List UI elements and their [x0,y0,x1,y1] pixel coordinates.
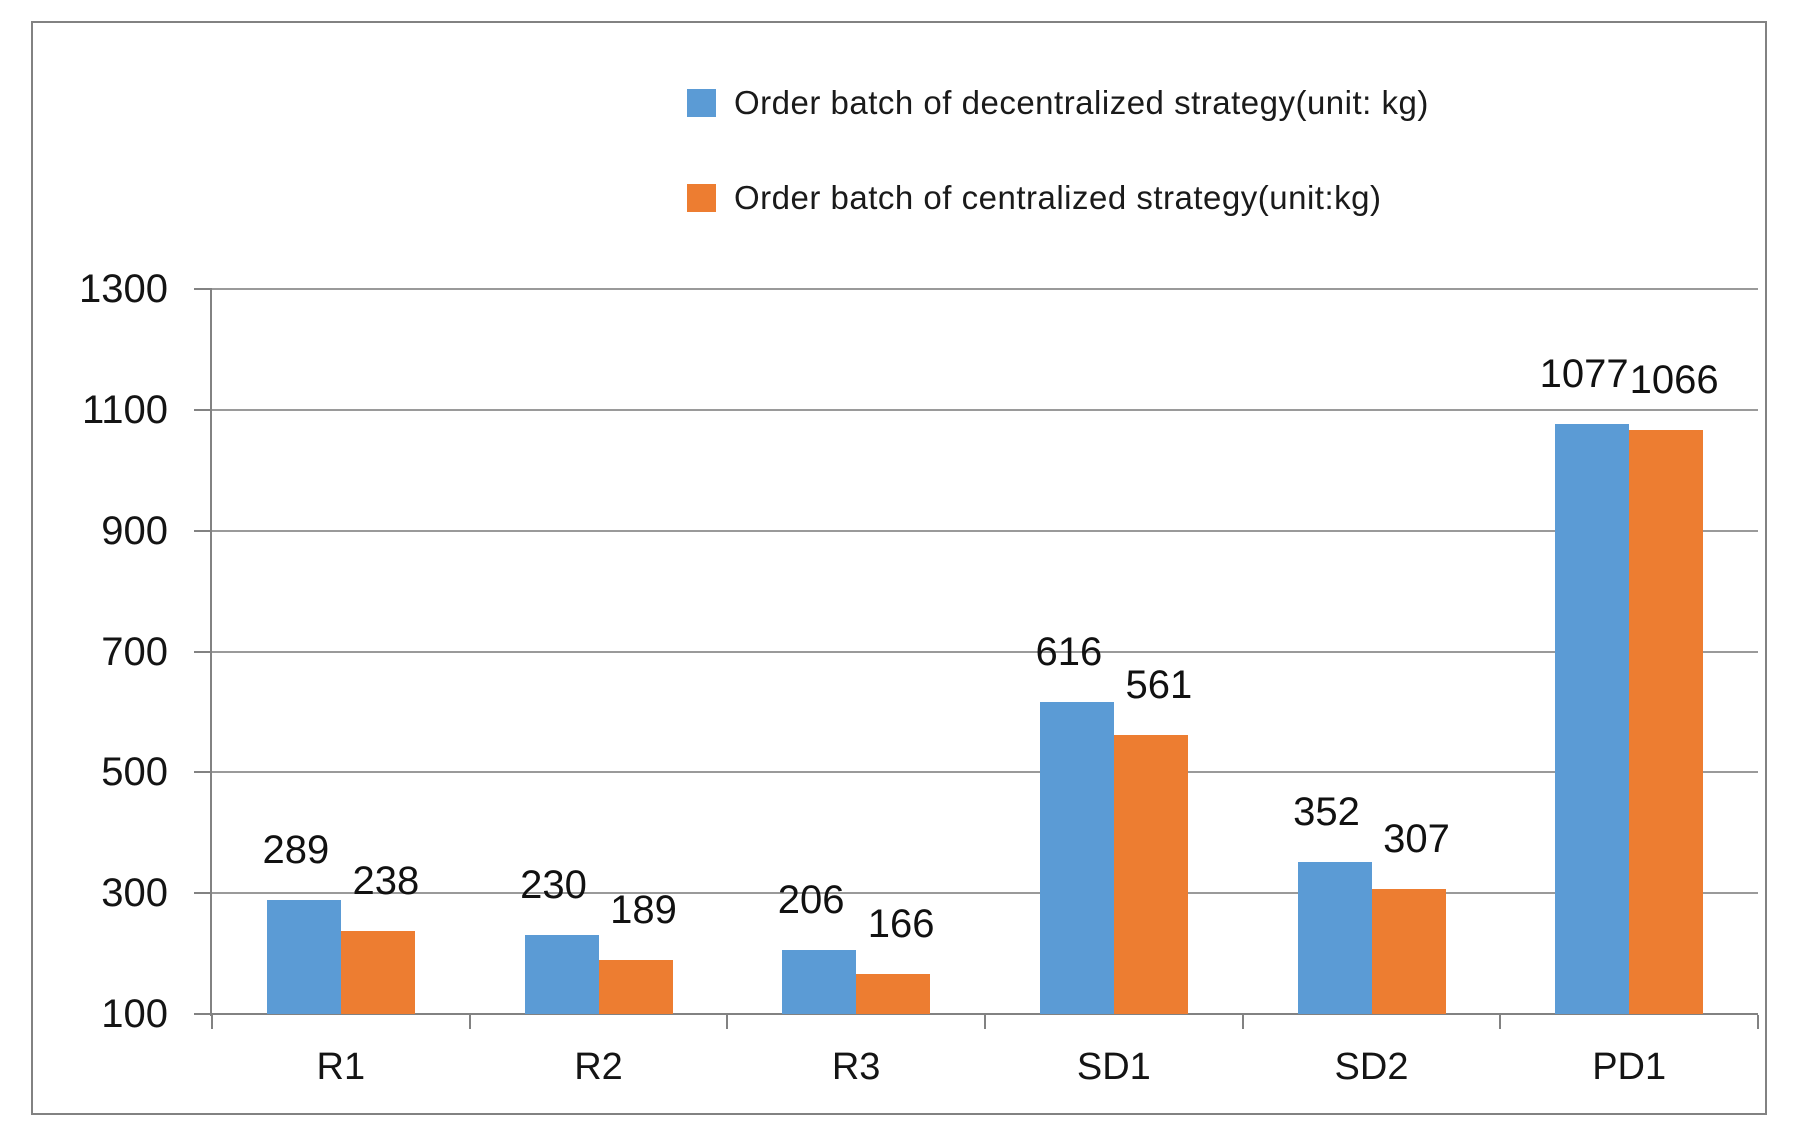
y-axis-label-1300: 1300 [79,267,168,311]
y-tick-1300 [194,288,212,290]
bar-decentralized-R1 [266,899,341,1014]
x-axis-label-SD1: SD1 [1076,1046,1151,1088]
bar-value-centralized-PD1: 1066 [1629,358,1719,403]
bar-value-centralized-R3: 166 [867,902,935,947]
x-tick-2 [726,1015,729,1029]
bar-centralized-SD1 [1113,735,1188,1014]
bar-value-decentralized-SD1: 616 [1035,630,1103,675]
bar-value-centralized-R2: 189 [610,888,677,933]
y-axis-label-1100: 1100 [81,387,168,432]
y-axis-label-700: 700 [101,629,168,674]
x-axis-label-R2: R2 [574,1046,623,1088]
bar-value-decentralized-R3: 206 [777,877,845,922]
legend-swatch-decentralized-icon [687,89,716,117]
y-tick-300 [194,892,212,895]
x-axis-label-R3: R3 [831,1046,881,1088]
legend-item-decentralized: Order batch of decentralized strategy(un… [687,79,1429,127]
y-tick-100 [194,1013,212,1015]
bar-value-centralized-R1: 238 [352,858,420,903]
x-tick-4 [1241,1015,1244,1029]
bar-centralized-R3 [856,974,931,1014]
y-axis-label-300: 300 [101,871,168,916]
x-axis-label-SD2: SD2 [1334,1046,1409,1088]
y-tick-700 [194,650,212,653]
gridline-1100 [212,408,1758,411]
gridline-300 [212,892,1758,895]
bar-centralized-R2 [598,960,673,1014]
y-tick-1100 [194,408,212,411]
gridline-500 [212,771,1758,774]
x-axis-label-PD1: PD1 [1592,1046,1667,1088]
bar-value-centralized-SD1: 561 [1125,663,1193,708]
legend-swatch-centralized-icon [687,184,716,212]
x-tick-5 [1499,1015,1502,1029]
bar-centralized-R1 [340,930,415,1014]
legend-label-decentralized: Order batch of decentralized strategy(un… [734,84,1429,121]
x-tick-1 [468,1015,471,1029]
x-axis-label-R1: R1 [316,1046,366,1088]
bar-value-decentralized-R1: 289 [262,827,330,872]
x-tick-6 [1757,1015,1759,1029]
gridline-1300 [212,288,1758,290]
y-tick-500 [194,771,212,774]
bar-decentralized-R2 [524,935,599,1014]
x-axis-line [212,1013,1758,1015]
gridline-900 [212,529,1758,532]
x-tick-3 [984,1015,986,1029]
x-tick-0 [211,1015,213,1029]
bar-decentralized-SD1 [1039,702,1114,1014]
bar-value-decentralized-R2: 230 [520,863,587,908]
y-axis-label-100: 100 [101,992,168,1036]
bar-value-decentralized-SD2: 352 [1293,789,1360,834]
y-axis-line [210,289,212,1016]
chart-frame: Order batch of decentralized strategy(un… [31,21,1767,1115]
bar-value-decentralized-PD1: 1077 [1539,351,1629,396]
bar-decentralized-PD1 [1555,423,1630,1014]
bar-centralized-PD1 [1629,430,1704,1014]
legend-item-centralized: Order batch of centralized strategy(unit… [687,174,1381,222]
y-axis-label-500: 500 [101,750,168,795]
bar-value-centralized-SD2: 307 [1383,816,1450,861]
bar-centralized-SD2 [1371,888,1446,1014]
y-tick-900 [194,529,212,532]
plot-area: 100 300 500 700 900 1100 1300 289 238 R1 230 189 R2 2… [33,23,1765,1113]
bar-decentralized-SD2 [1297,861,1372,1014]
bar-decentralized-R3 [782,949,857,1014]
legend-label-centralized: Order batch of centralized strategy(unit… [734,179,1382,216]
y-axis-label-900: 900 [101,508,168,553]
gridline-700 [212,650,1758,653]
